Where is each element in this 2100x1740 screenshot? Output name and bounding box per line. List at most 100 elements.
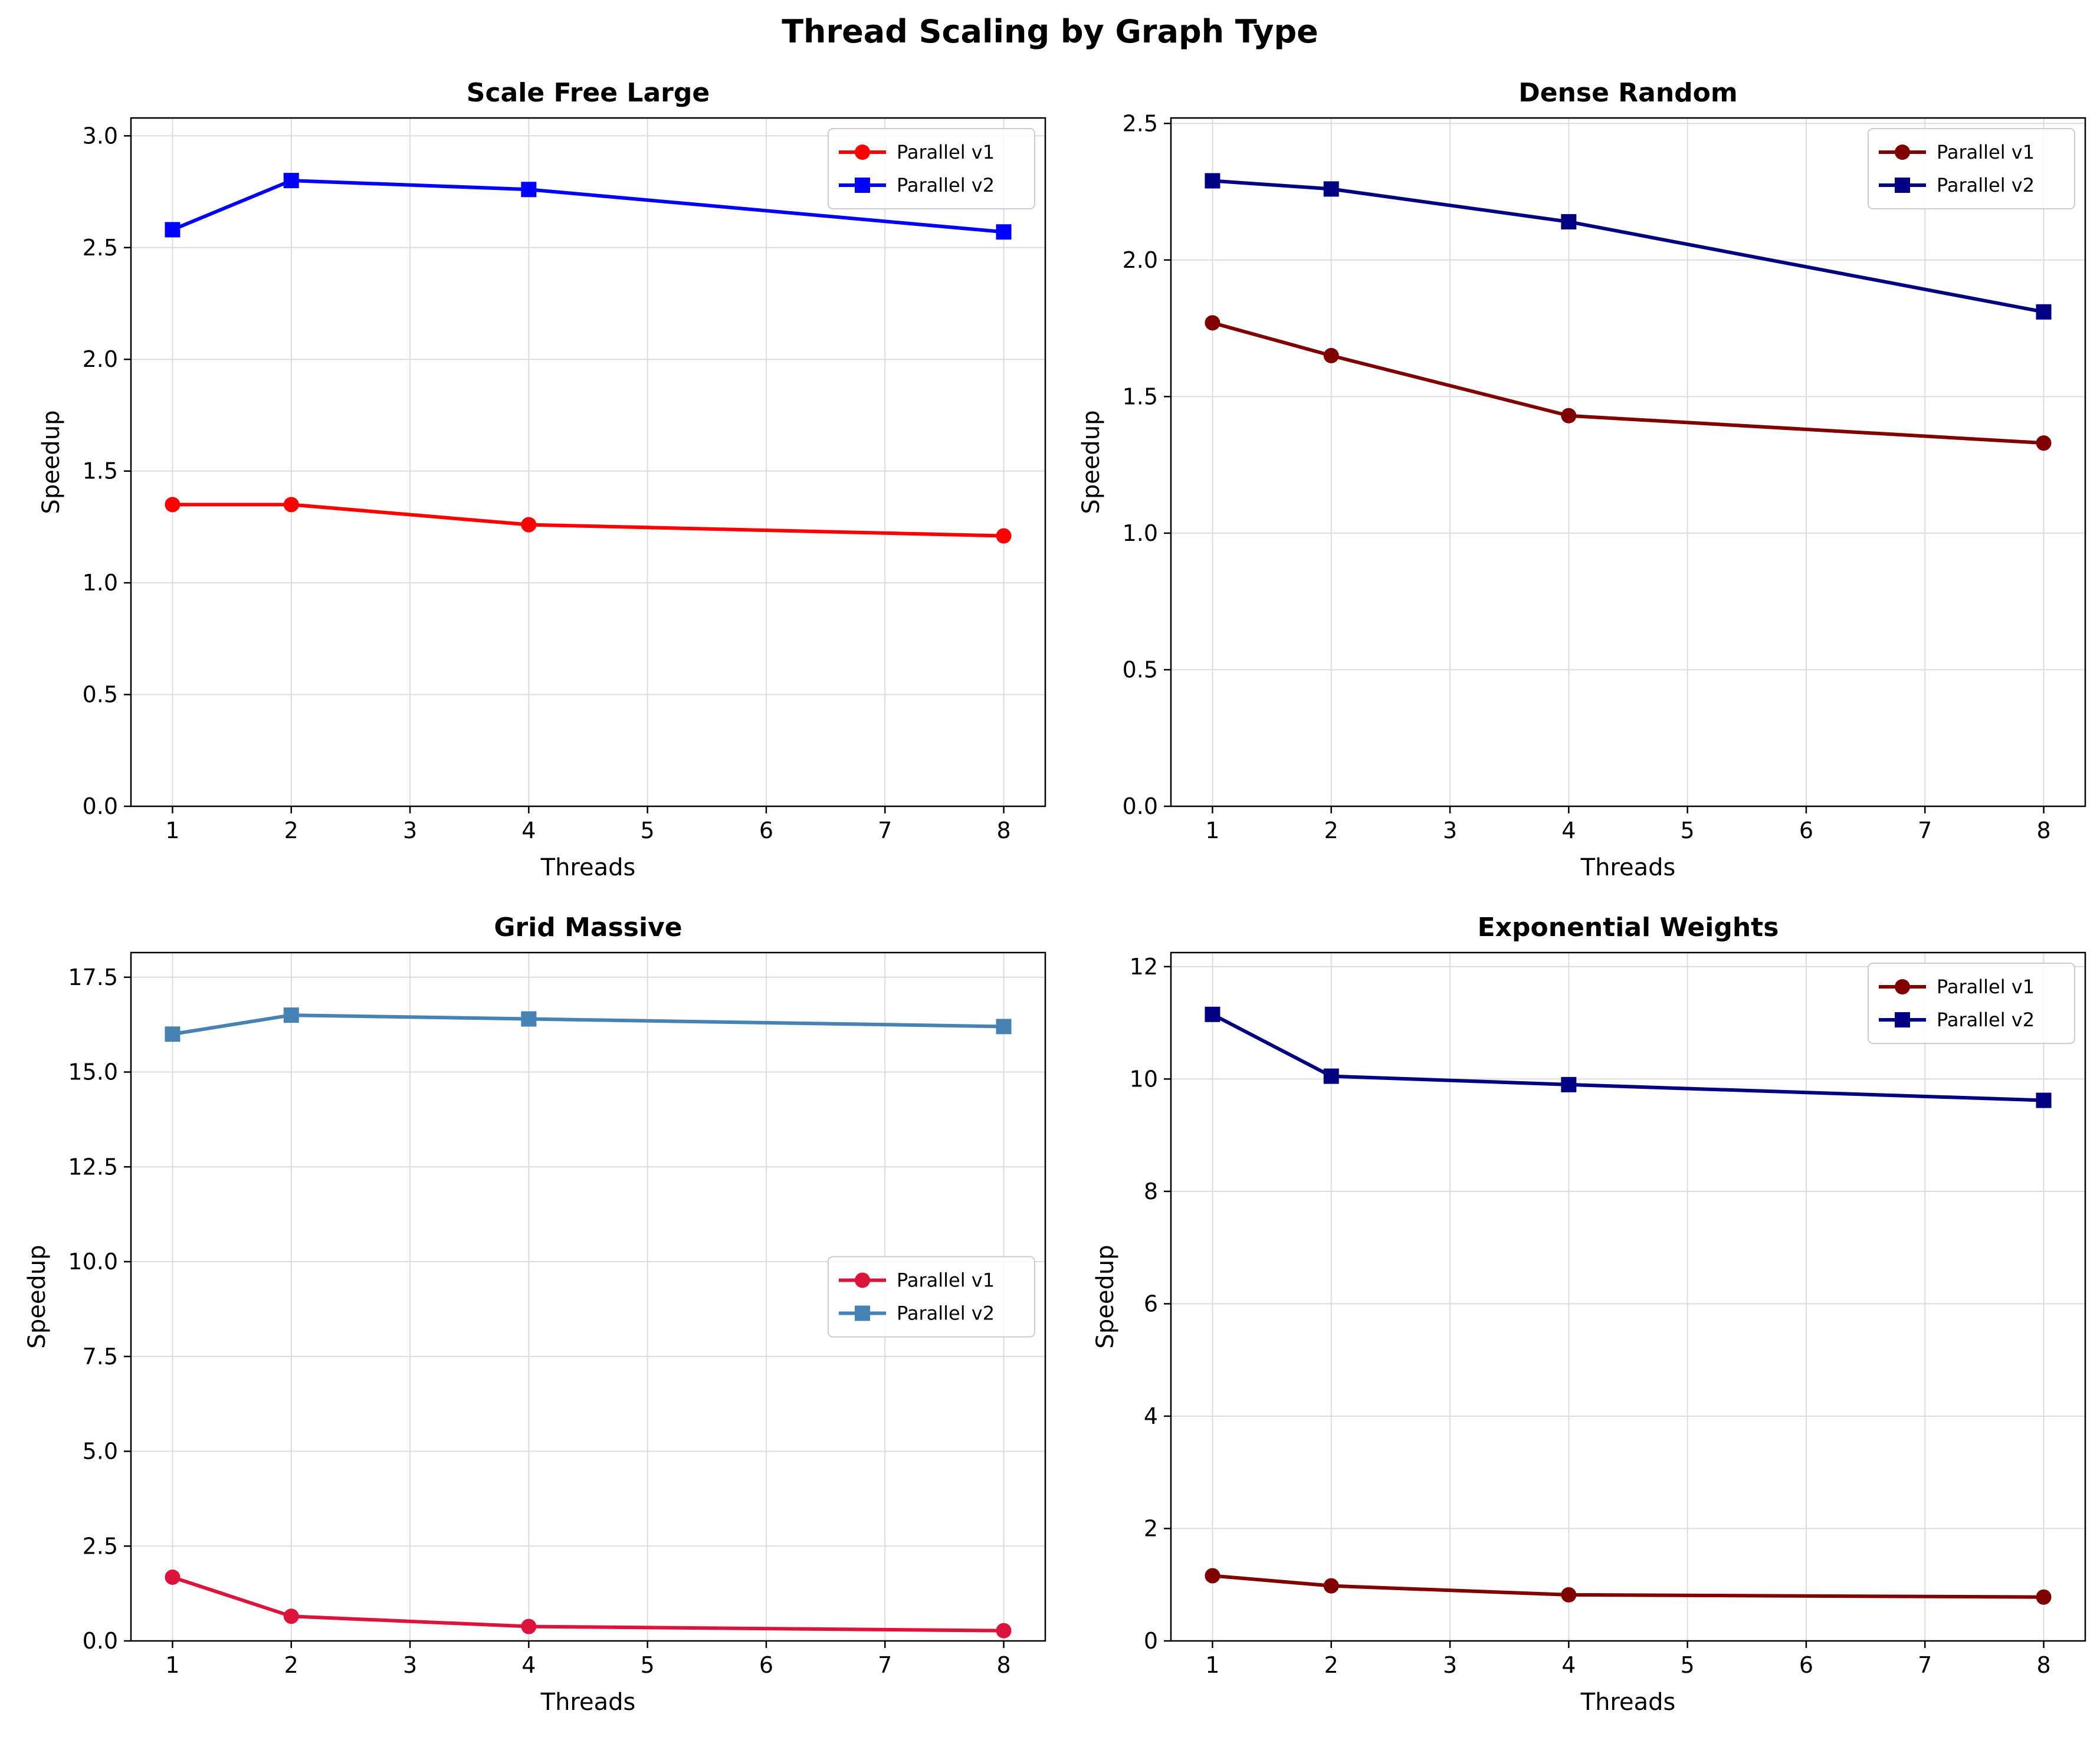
- plot-frame: [1170, 951, 2086, 1642]
- series-2: [1205, 173, 2052, 320]
- y-tick-label: 2: [1144, 1515, 1158, 1541]
- x-tick-label: 5: [641, 818, 655, 843]
- plot-frame: [130, 951, 1046, 1642]
- y-axis-label: Speedup: [1092, 1245, 1119, 1348]
- data-point: [521, 517, 537, 533]
- data-point: [1561, 1587, 1577, 1603]
- series-line: [1212, 179, 2045, 314]
- y-tick-label: 6: [1144, 1291, 1158, 1317]
- y-tick-label: 7.5: [83, 1344, 118, 1370]
- legend-box: [828, 128, 1035, 209]
- data-point: [283, 1608, 299, 1624]
- plot-frame: [1170, 117, 2086, 807]
- data-point: [2036, 304, 2052, 320]
- data-point: [521, 1011, 537, 1027]
- data-point: [996, 224, 1012, 240]
- data-point: [1323, 1068, 1339, 1084]
- data-point: [165, 1569, 181, 1585]
- x-tick-label: 6: [759, 1652, 773, 1678]
- x-tick-label: 6: [1799, 1652, 1813, 1678]
- chart-panel-1: 1 2 3 4 5 6 7 8 0.0 0.5 1.0 1.5 2.0 2.5 3.0 Scale Free …: [38, 78, 1046, 881]
- y-tick-label: 10: [1130, 1066, 1158, 1092]
- y-tick-label: 1.0: [1123, 520, 1158, 546]
- figure-title: Thread Scaling by Graph Type: [782, 13, 1318, 50]
- x-tick-label: 5: [1681, 1652, 1695, 1678]
- legend-marker: [1895, 178, 1910, 193]
- chart-title: Dense Random: [1518, 78, 1738, 108]
- series-line: [1212, 1574, 2044, 1599]
- data-point: [1205, 1006, 1220, 1022]
- y-axis-label: Speedup: [1078, 410, 1105, 514]
- series-line: [172, 1575, 1004, 1633]
- chart-panel-2: 1 2 3 4 5 6 7 8 0.0 0.5 1.0 1.5 2.0 2.5 Dense Random Th…: [1078, 78, 2086, 881]
- y-tick-label: 1.5: [83, 458, 118, 484]
- y-tick-label: 12.5: [68, 1154, 118, 1180]
- y-axis-label: Speedup: [24, 1245, 51, 1348]
- data-point: [2036, 1589, 2052, 1605]
- y-tick-label: 1.0: [83, 570, 118, 596]
- x-tick-label: 7: [1918, 1652, 1932, 1678]
- legend-label: Parallel v2: [1937, 1009, 2035, 1031]
- legend: Parallel v1 Parallel v2: [828, 128, 1035, 209]
- legend-marker: [855, 1305, 870, 1321]
- series-line: [1212, 321, 2044, 445]
- y-axis-label: Speedup: [38, 410, 65, 514]
- data-point: [1323, 1578, 1339, 1594]
- x-axis-label: Threads: [540, 854, 636, 881]
- legend: Parallel v1 Parallel v2: [1868, 963, 2075, 1044]
- series-line: [1212, 1013, 2044, 1102]
- data-point: [165, 497, 181, 513]
- data-point: [1323, 181, 1339, 197]
- series-2: [1205, 1006, 2052, 1108]
- x-tick-label: 4: [521, 1652, 536, 1678]
- data-point: [1561, 1076, 1577, 1092]
- x-tick-label: 7: [878, 818, 892, 843]
- series-1: [165, 1569, 1012, 1639]
- x-axis-label: Threads: [1580, 1689, 1676, 1716]
- legend-label: Parallel v2: [1937, 174, 2035, 196]
- x-tick-label: 8: [996, 818, 1010, 843]
- data-point: [165, 222, 181, 238]
- x-tick-label: 4: [521, 818, 536, 843]
- data-point: [1205, 315, 1220, 331]
- chart-panel-3: 1 2 3 4 5 6 7 8 0.0 2.5 5.0 7.5 10.0 12.5 15.0 17.5 Grid…: [24, 912, 1046, 1716]
- y-tick-label: 8: [1144, 1178, 1158, 1204]
- data-point: [996, 1019, 1012, 1035]
- y-tick-label: 4: [1144, 1403, 1158, 1429]
- legend: Parallel v1 Parallel v2: [828, 1256, 1035, 1338]
- y-tick-label: 0.5: [83, 682, 118, 708]
- legend-marker: [855, 178, 870, 193]
- y-tick-label: 2.5: [1123, 110, 1158, 136]
- x-tick-label: 8: [2036, 1652, 2050, 1678]
- x-axis-label: Threads: [540, 1689, 636, 1716]
- y-tick-label: 2.5: [83, 1533, 118, 1559]
- x-tick-label: 4: [1561, 818, 1576, 843]
- y-tick-label: 1.5: [1123, 383, 1158, 409]
- y-tick-label: 17.5: [68, 964, 118, 990]
- x-tick-label: 5: [1681, 818, 1695, 843]
- x-tick-label: 4: [1561, 1652, 1576, 1678]
- data-point: [1323, 347, 1339, 363]
- legend-marker: [1895, 145, 1910, 160]
- series-line: [172, 503, 1004, 538]
- series-1: [1205, 1568, 2052, 1605]
- y-tick-label: 0.0: [83, 1628, 118, 1654]
- series-line: [172, 179, 1004, 234]
- x-tick-label: 8: [996, 1652, 1010, 1678]
- series-line: [172, 1013, 1004, 1036]
- data-point: [2036, 1092, 2052, 1108]
- y-tick-label: 5.0: [83, 1439, 118, 1465]
- x-tick-label: 3: [403, 1652, 417, 1678]
- data-point: [2036, 435, 2052, 451]
- x-tick-label: 3: [1443, 1652, 1457, 1678]
- legend-label: Parallel v1: [897, 1269, 995, 1292]
- x-tick-label: 1: [1205, 1652, 1219, 1678]
- y-tick-label: 0: [1144, 1628, 1158, 1654]
- x-tick-label: 7: [1918, 818, 1932, 843]
- y-tick-label: 10.0: [68, 1249, 118, 1275]
- legend-marker: [855, 145, 870, 160]
